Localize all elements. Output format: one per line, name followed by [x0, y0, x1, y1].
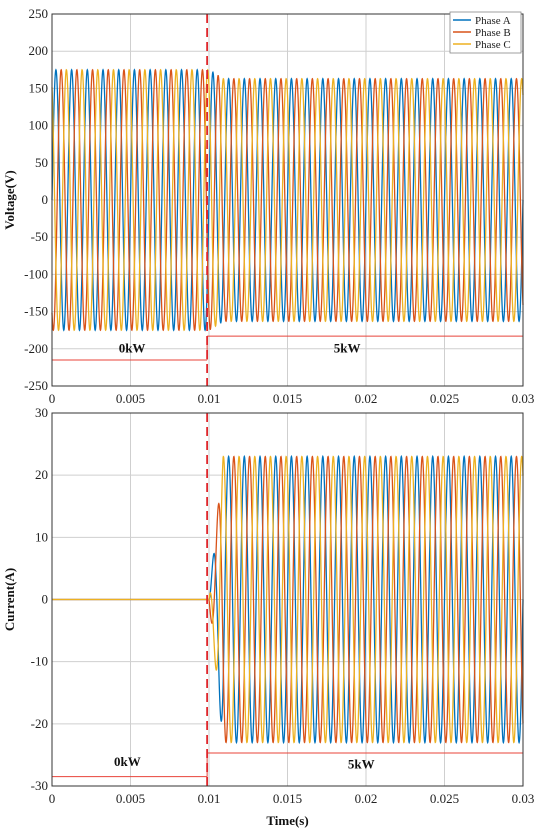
y-tick-label: -20	[31, 716, 48, 731]
series-line-phase-c	[51, 68, 524, 332]
x-tick-label: 0.02	[355, 391, 378, 406]
x-tick-label: 0.01	[198, 391, 221, 406]
x-tick-label: 0.015	[273, 791, 302, 806]
x-tick-label: 0.015	[273, 391, 302, 406]
y-tick-label: -250	[24, 378, 48, 393]
x-tick-label: 0.005	[116, 391, 145, 406]
y-tick-label: 200	[29, 43, 49, 58]
axes-frame	[51, 412, 524, 787]
current-plot: 0kW 5kW 0 0.005 0.01 0.015 0.02 0.025 0.03 -30 -20…	[2, 405, 534, 828]
x-tick-label: 0.01	[198, 791, 221, 806]
y-tick-label: 0	[42, 592, 49, 607]
x-tick-label: 0.03	[512, 391, 535, 406]
y-axis-label: Voltage(V)	[2, 170, 17, 229]
voltage-plot: 0kW 5kW 0 0.005 0.01 0.015 0.02 0.025 0.03 -250 -2…	[2, 6, 534, 406]
x-tick-label: 0.025	[430, 791, 459, 806]
x-tick-label: 0	[49, 791, 56, 806]
x-tick-label: 0.03	[512, 791, 535, 806]
y-tick-label: 30	[35, 405, 48, 420]
y-axis-label: Current(A)	[2, 568, 17, 631]
legend-label: Phase B	[475, 27, 511, 39]
y-tick-label: 0	[42, 192, 49, 207]
x-tick-label: 0	[49, 391, 56, 406]
x-axis-label: Time(s)	[266, 813, 308, 828]
x-tick-label: 0.025	[430, 391, 459, 406]
axes-frame	[51, 13, 524, 387]
series-line-phase-c	[52, 455, 524, 744]
y-tick-label: 20	[35, 467, 48, 482]
x-tick-label: 0.005	[116, 791, 145, 806]
y-tick-label: -150	[24, 304, 48, 319]
y-tick-label: 150	[29, 80, 49, 95]
series-line-phase-b	[51, 68, 524, 332]
legend-label: Phase C	[475, 39, 511, 51]
y-tick-label: -30	[31, 778, 48, 793]
y-tick-label: -10	[31, 654, 48, 669]
y-tick-label: -200	[24, 341, 48, 356]
y-tick-label: 250	[29, 6, 49, 21]
y-tick-label: 10	[35, 529, 48, 544]
y-tick-label: 50	[35, 155, 48, 170]
load-annotation: 5kW	[334, 341, 361, 356]
y-tick-label: 100	[29, 118, 49, 133]
y-tick-label: -50	[31, 229, 48, 244]
y-tick-label: -100	[24, 266, 48, 281]
series-line-phase-a	[51, 68, 524, 332]
x-tick-label: 0.02	[355, 791, 378, 806]
legend-label: Phase A	[475, 15, 511, 27]
load-annotation: 0kW	[119, 341, 146, 356]
load-annotation: 5kW	[348, 757, 375, 772]
load-annotation: 0kW	[114, 754, 141, 769]
